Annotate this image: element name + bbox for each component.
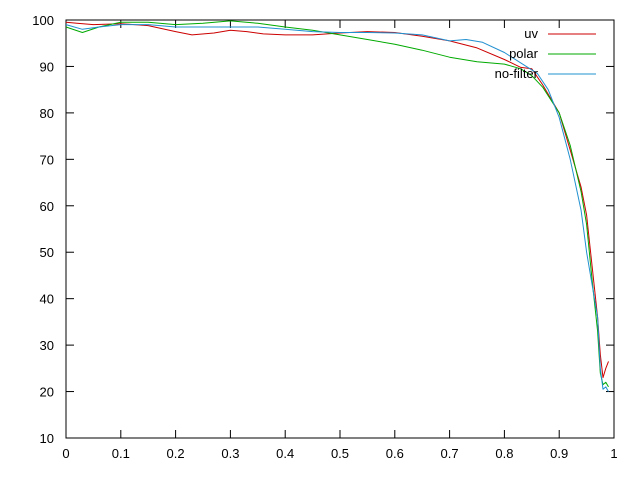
x-tick-label: 0.5	[331, 446, 349, 461]
y-tick-label: 40	[40, 292, 54, 307]
plot-frame	[65, 19, 615, 439]
x-tick-label: 0.6	[386, 446, 404, 461]
y-tick-label: 100	[32, 13, 54, 28]
y-tick-label: 10	[40, 431, 54, 446]
x-tick-label: 0.4	[276, 446, 294, 461]
y-tick-label: 30	[40, 338, 54, 353]
series-line-no-filter	[65, 24, 609, 392]
legend-label-no-filter: no-filter	[495, 66, 539, 81]
series-line-polar	[65, 20, 609, 388]
y-tick-label: 60	[40, 199, 54, 214]
series-lines	[65, 20, 609, 392]
axes: 0 0.1 0.2 0.3 0.4 0.5 0.6 0.7 0.8 0.9 1 10 20 30 40 50 6…	[32, 13, 617, 461]
x-tick-label: 1	[610, 446, 617, 461]
x-tick-label: 0	[62, 446, 69, 461]
x-tick-label: 0.3	[221, 446, 239, 461]
y-tick-label: 90	[40, 59, 54, 74]
x-tick-label: 0.7	[441, 446, 459, 461]
y-tick-label: 50	[40, 245, 54, 260]
x-tick-label: 0.2	[167, 446, 185, 461]
x-tick-label: 0.9	[550, 446, 568, 461]
legend-label-uv: uv	[524, 26, 538, 41]
x-tick-label: 0.8	[495, 446, 513, 461]
y-tick-label: 80	[40, 106, 54, 121]
series-line-uv	[65, 21, 609, 379]
y-tick-label: 20	[40, 385, 54, 400]
x-tick-label: 0.1	[112, 446, 130, 461]
y-tick-label: 70	[40, 152, 54, 167]
legend-label-polar: polar	[509, 46, 539, 61]
legend: uv polar no-filter	[495, 26, 596, 81]
